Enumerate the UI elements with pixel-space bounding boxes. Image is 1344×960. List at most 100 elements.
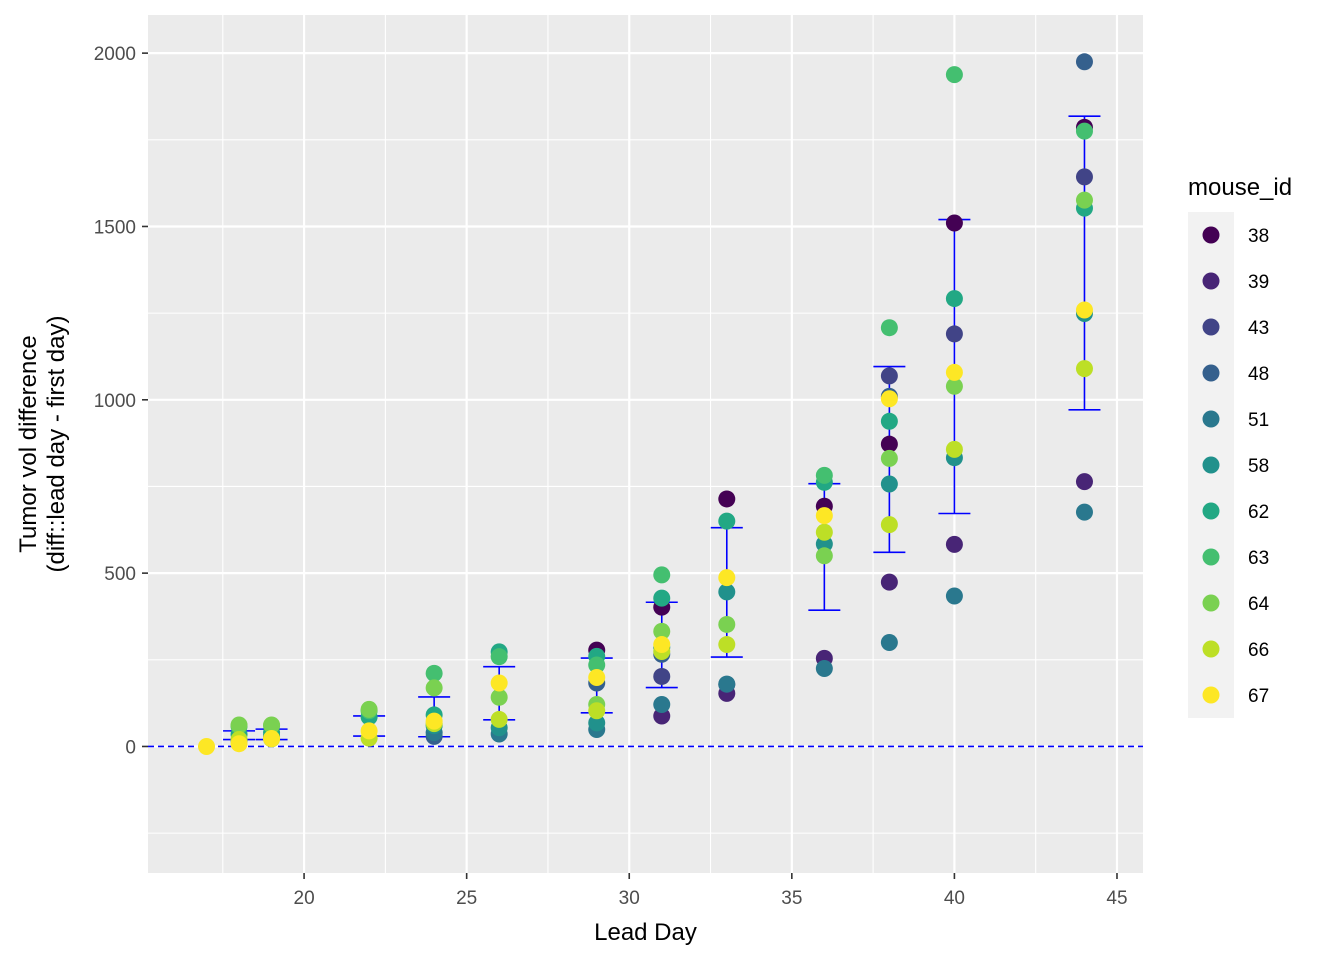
data-point [945,66,963,84]
data-points [198,53,1093,755]
legend-key-marker [1202,502,1220,520]
y-tick-label: 1500 [94,217,136,238]
data-point [1075,473,1093,491]
legend-label: 39 [1248,272,1269,293]
data-point [425,679,443,697]
data-point [718,583,736,601]
x-axis-ticks: 20 25 30 35 40 45 [294,873,1128,909]
data-point [1075,122,1093,140]
x-axis-title: Lead Day [594,919,697,946]
y-axis-title-line: Tumor vol difference [15,335,42,552]
data-point [490,674,508,692]
legend-label: 62 [1248,502,1269,523]
legend-item-64: 64 [1188,580,1270,626]
legend-key-marker [1202,548,1220,566]
data-point [718,490,736,508]
data-point [880,412,898,430]
x-tick-label: 45 [1106,888,1127,909]
legend-label: 38 [1248,226,1269,247]
data-point [945,325,963,343]
data-point [718,675,736,693]
y-axis-title-text: Tumor vol difference(diff::lead day - fi… [15,316,70,573]
data-point [815,523,833,541]
legend-label: 43 [1248,318,1269,339]
data-point [880,367,898,385]
legend-label: 67 [1248,686,1269,707]
legend-item-38: 38 [1188,212,1269,258]
data-point [945,440,963,458]
data-point [588,702,606,720]
data-point [1075,168,1093,186]
data-point [880,319,898,337]
legend-items: 38 39 43 48 51 58 62 63 64 66 67 [1188,212,1270,718]
data-point [230,716,248,734]
data-point [718,569,736,587]
data-point [880,516,898,534]
data-point [718,512,736,530]
y-tick-label: 500 [104,564,136,585]
x-tick-label: 40 [944,888,965,909]
data-point [945,535,963,553]
y-tick-label: 0 [125,737,136,758]
data-point [880,435,898,453]
data-point [880,390,898,408]
data-point [880,449,898,467]
data-point [263,729,281,747]
data-point [653,667,671,685]
data-point [945,377,963,395]
data-point [945,587,963,605]
legend-key-marker [1202,364,1220,382]
legend: mouse_id 38 39 43 48 51 58 62 63 64 66 67 [1188,174,1292,718]
data-point [653,566,671,584]
y-axis-title: Tumor vol difference(diff::lead day - fi… [15,316,70,573]
legend-item-43: 43 [1188,304,1269,350]
data-point [1075,53,1093,71]
legend-key-marker [1202,456,1220,474]
data-point [490,710,508,728]
data-point [1075,503,1093,521]
data-point [263,716,281,734]
data-point [230,735,248,753]
legend-key-marker [1202,226,1220,244]
legend-item-58: 58 [1188,442,1269,488]
data-point [360,700,378,718]
legend-key-marker [1202,686,1220,704]
legend-item-63: 63 [1188,534,1269,580]
legend-label: 64 [1248,594,1270,615]
legend-key-marker [1202,410,1220,428]
data-point [880,573,898,591]
y-axis-title-line: (diff::lead day - first day) [43,316,70,573]
data-point [880,633,898,651]
x-tick-label: 35 [781,888,802,909]
legend-key-marker [1202,594,1220,612]
major-gridlines [148,15,1143,873]
data-point [490,688,508,706]
data-point [1075,191,1093,209]
data-point [1075,360,1093,378]
legend-label: 48 [1248,364,1269,385]
data-point [1075,301,1093,319]
minor-gridlines [148,15,1143,873]
data-point [653,622,671,640]
data-point [425,712,443,730]
data-point [718,636,736,654]
y-tick-label: 1000 [94,391,136,412]
legend-title: mouse_id [1188,174,1292,201]
plot-panel [148,15,1143,873]
data-point [653,696,671,714]
data-point [653,589,671,607]
legend-label: 66 [1248,640,1269,661]
data-point [588,668,606,686]
legend-item-67: 67 [1188,672,1269,718]
legend-item-62: 62 [1188,488,1269,534]
data-point [360,722,378,740]
legend-label: 58 [1248,456,1269,477]
legend-key-marker [1202,640,1220,658]
data-point [653,636,671,654]
legend-item-39: 39 [1188,258,1269,304]
data-point [718,615,736,633]
data-point [588,656,606,674]
legend-item-66: 66 [1188,626,1269,672]
y-tick-label: 2000 [94,44,136,65]
x-tick-label: 20 [294,888,315,909]
